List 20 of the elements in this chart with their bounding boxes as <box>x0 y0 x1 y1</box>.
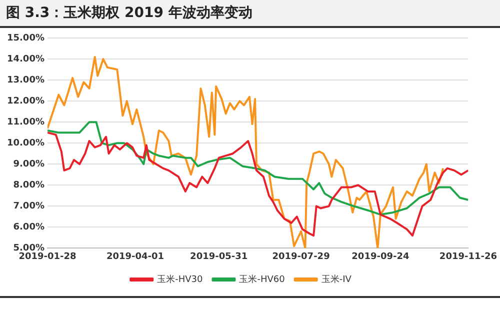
legend-label: 玉米-HV60 <box>239 274 286 285</box>
legend-label: 玉米-HV30 <box>157 274 203 285</box>
y-tick-label: 12.00% <box>6 96 44 106</box>
y-tick-label: 14.00% <box>6 54 44 64</box>
y-tick-label: 9.00% <box>13 159 44 170</box>
y-tick-label: 6.00% <box>13 222 44 233</box>
y-tick-label: 8.00% <box>13 180 44 190</box>
x-tick-label: 2019-04-01 <box>106 252 164 262</box>
x-tick-label: 2019-01-28 <box>18 252 76 262</box>
chart-title: 图 3.3：玉米期权 2019 年波动率变动 <box>0 0 500 28</box>
x-tick-label: 2019-09-24 <box>352 252 410 262</box>
x-tick-label: 2019-07-29 <box>272 252 330 262</box>
x-tick-label: 2019-05-31 <box>190 252 248 262</box>
x-tick-label: 2019-11-26 <box>439 252 498 262</box>
legend-label: 玉米-IV <box>321 274 352 285</box>
y-tick-label: 13.00% <box>6 75 44 86</box>
y-tick-label: 11.00% <box>6 117 44 128</box>
y-tick-label: 15.00% <box>6 33 44 44</box>
y-tick-label: 7.00% <box>13 202 44 212</box>
y-tick-label: 10.00% <box>6 138 44 148</box>
